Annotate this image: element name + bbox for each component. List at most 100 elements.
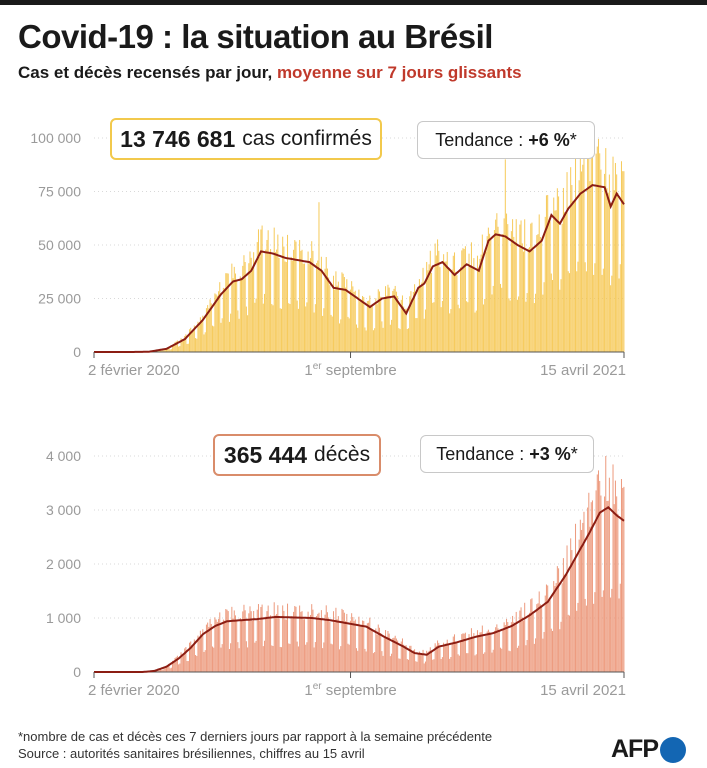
deaths-daily-bar <box>196 655 198 672</box>
deaths-daily-bar <box>221 644 223 672</box>
subtitle: Cas et décès recensés par jour, moyenne … <box>18 63 522 83</box>
deaths-ytick-label: 1 000 <box>46 610 81 626</box>
cases-total-box: 13 746 681 cas confirmés <box>110 118 382 160</box>
cases-daily-bar <box>420 285 422 352</box>
deaths-daily-bar <box>185 647 187 672</box>
cases-daily-bar <box>360 299 362 352</box>
deaths-daily-bar <box>506 618 508 672</box>
deaths-total-number: 365 444 <box>223 441 308 468</box>
deaths-daily-bar <box>307 611 309 672</box>
deaths-daily-bar <box>607 500 609 672</box>
cases-daily-bar <box>224 288 226 352</box>
cases-daily-bar <box>296 300 298 352</box>
cases-daily-bar <box>185 334 187 352</box>
cases-daily-bar <box>184 335 186 352</box>
cases-daily-bar <box>539 236 541 352</box>
cases-bars <box>130 138 625 352</box>
cases-daily-bar <box>180 338 182 352</box>
cases-daily-bar <box>560 279 562 352</box>
cases-daily-bar <box>478 267 480 352</box>
cases-daily-bar <box>400 299 402 352</box>
deaths-daily-bar <box>475 654 477 672</box>
cases-daily-bar <box>565 214 567 352</box>
cases-daily-bar <box>328 277 330 352</box>
deaths-daily-bar <box>544 595 546 672</box>
cases-trend-box: Tendance : +6 % * <box>417 121 595 159</box>
cases-daily-bar <box>418 279 420 352</box>
cases-daily-bar <box>347 316 349 352</box>
cases-daily-bar <box>313 312 315 352</box>
deaths-daily-bar <box>584 598 586 672</box>
cases-daily-bar <box>192 329 194 352</box>
deaths-daily-bar <box>357 650 359 672</box>
cases-daily-bar <box>452 255 454 352</box>
deaths-daily-bar <box>558 568 560 672</box>
cases-daily-bar <box>604 173 606 352</box>
cases-daily-bar <box>619 264 621 352</box>
cases-daily-bar <box>522 251 524 352</box>
cases-daily-bar <box>372 330 374 352</box>
cases-daily-bar <box>616 174 618 352</box>
deaths-daily-bar <box>444 644 446 672</box>
deaths-daily-bar <box>564 574 566 672</box>
cases-daily-bar <box>209 299 211 352</box>
deaths-daily-bar <box>616 496 618 672</box>
deaths-daily-bar <box>460 640 462 672</box>
cases-daily-bar <box>301 249 303 352</box>
cases-ytick-label: 75 000 <box>38 184 81 200</box>
cases-daily-bar <box>259 256 261 352</box>
deaths-daily-bar <box>309 615 312 672</box>
deaths-daily-bar <box>370 629 372 672</box>
deaths-daily-bar <box>184 648 186 672</box>
cases-daily-bar <box>552 279 554 352</box>
deaths-daily-bar <box>268 617 270 672</box>
deaths-daily-bar <box>560 621 562 672</box>
deaths-daily-bar <box>597 470 600 672</box>
deaths-daily-bar <box>421 653 423 672</box>
deaths-daily-bar <box>319 618 321 672</box>
deaths-daily-bar <box>527 614 529 672</box>
cases-daily-bar <box>366 301 368 352</box>
cases-daily-bar <box>437 239 439 352</box>
cases-daily-bar <box>278 257 280 352</box>
deaths-daily-bar <box>227 611 229 672</box>
cases-daily-bar <box>245 306 247 352</box>
deaths-daily-bar <box>287 603 289 672</box>
cases-daily-bar <box>335 271 337 352</box>
deaths-daily-bar <box>487 629 489 672</box>
deaths-daily-bar <box>605 456 607 672</box>
deaths-daily-bar <box>261 604 263 672</box>
deaths-daily-bar <box>174 658 176 672</box>
cases-daily-bar <box>489 233 491 352</box>
deaths-daily-bar <box>498 630 500 672</box>
cases-daily-bar <box>542 294 544 352</box>
cases-daily-bar <box>469 266 471 352</box>
source-line: Source : autorités sanitaires brésilienn… <box>18 746 365 761</box>
deaths-total-label: décès <box>314 443 371 466</box>
cases-daily-bar <box>368 300 370 352</box>
deaths-daily-bar <box>363 620 365 672</box>
deaths-daily-bar <box>566 545 568 672</box>
cases-daily-bar <box>519 224 521 352</box>
deaths-daily-bar <box>572 560 574 672</box>
deaths-daily-bar <box>305 644 307 672</box>
cases-daily-bar <box>170 349 172 352</box>
deaths-daily-bar <box>273 602 275 672</box>
deaths-daily-bar <box>445 643 447 672</box>
deaths-daily-bar <box>550 628 552 672</box>
cases-daily-bar <box>268 252 270 352</box>
cases-daily-bar <box>290 256 292 352</box>
cases-daily-bar <box>215 294 217 352</box>
cases-daily-bar <box>213 326 215 352</box>
deaths-daily-bar <box>231 606 233 672</box>
deaths-daily-bar <box>244 610 246 672</box>
cases-daily-bar <box>274 252 276 352</box>
deaths-daily-bar <box>535 638 537 672</box>
deaths-daily-bar <box>256 609 258 672</box>
cases-daily-bar <box>611 275 613 352</box>
cases-daily-bar <box>405 308 407 352</box>
deaths-daily-bar <box>389 656 391 672</box>
deaths-daily-bar <box>279 646 281 672</box>
deaths-daily-bar <box>378 627 380 672</box>
cases-daily-bar <box>429 250 431 352</box>
